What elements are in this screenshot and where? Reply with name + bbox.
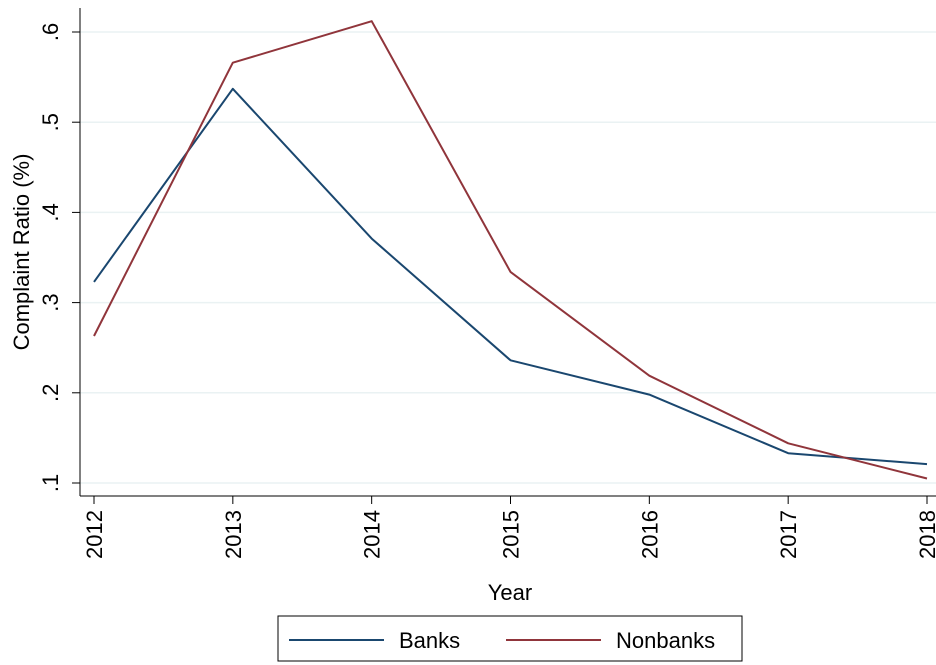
y-tick-label: .6 [38, 23, 63, 41]
x-tick-label: 2016 [637, 510, 662, 559]
series-line-nonbanks [93, 20, 928, 480]
legend-label: Banks [399, 628, 460, 653]
legend-label: Nonbanks [616, 628, 715, 653]
y-axis-ticks: .1 .2 .3 .4 .5 .6 [38, 23, 80, 492]
y-tick-label: .5 [38, 113, 63, 131]
x-axis-ticks: 2012 2013 2014 2015 2016 2017 2018 [82, 496, 936, 559]
x-axis-title: Year [488, 580, 532, 605]
x-tick-label: 2013 [221, 510, 246, 559]
y-tick-label: .1 [38, 474, 63, 492]
series-lines [93, 20, 928, 480]
gridlines [80, 31, 936, 484]
legend: Banks Nonbanks [277, 615, 743, 662]
x-tick-label: 2014 [360, 510, 385, 559]
y-axis-title: Complaint Ratio (%) [9, 154, 34, 351]
x-tick-label: 2018 [915, 510, 936, 559]
legend-box [277, 615, 743, 662]
y-tick-label: .3 [38, 293, 63, 311]
x-tick-label: 2015 [499, 510, 524, 559]
y-tick-label: .4 [38, 203, 63, 221]
series-line-banks [93, 87, 928, 466]
x-tick-label: 2012 [82, 510, 107, 559]
axes [79, 8, 936, 497]
y-tick-label: .2 [38, 384, 63, 402]
x-tick-label: 2017 [776, 510, 801, 559]
